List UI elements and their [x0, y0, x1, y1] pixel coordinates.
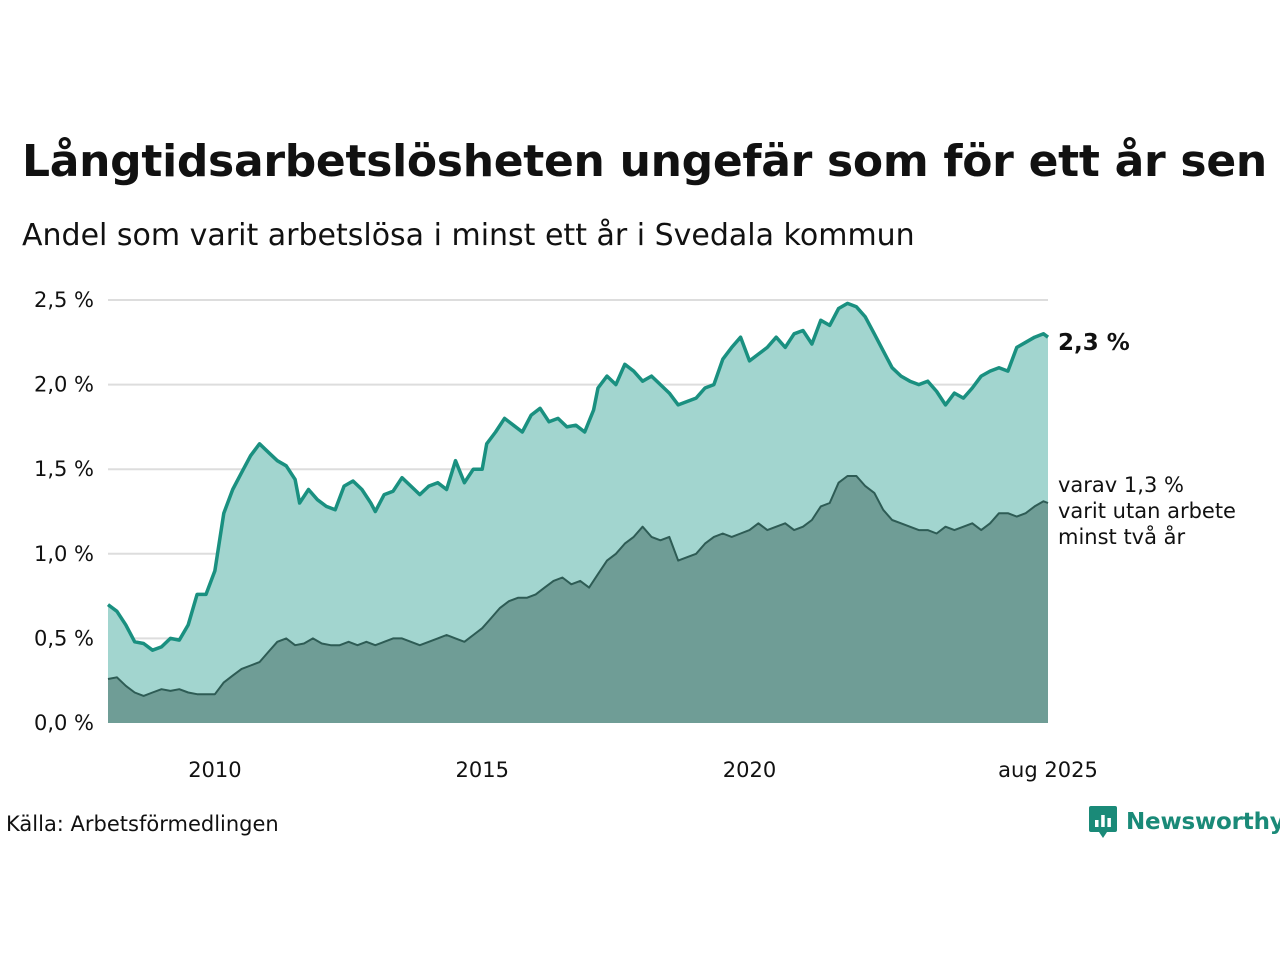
series-areas	[106, 301, 1050, 723]
end-label-bottom-line: varav 1,3 %	[1058, 473, 1184, 497]
x-tick-label: aug 2025	[998, 758, 1098, 782]
very-long-term-unemployed-line	[107, 475, 1049, 697]
y-tick-label: 1,0 %	[34, 542, 94, 566]
chart-title: Långtidsarbetslösheten ungefär som för e…	[22, 136, 1267, 187]
end-label-bottom-line: minst två år	[1058, 524, 1186, 549]
y-axis: 0,0 % 0,5 % 1,0 % 1,5 % 2,0 % 2,5 %	[34, 288, 94, 735]
very-long-term-unemployed-area	[108, 476, 1048, 723]
long-term-unemployed-line	[106, 301, 1050, 652]
y-tick-label: 0,5 %	[34, 626, 94, 650]
newsworthy-logo-icon	[1089, 806, 1117, 838]
chart-subtitle: Andel som varit arbetslösa i minst ett å…	[22, 218, 915, 253]
x-axis: 2010 2015 2020 aug 2025	[188, 758, 1098, 782]
y-tick-label: 2,5 %	[34, 288, 94, 312]
y-tick-label: 2,0 %	[34, 373, 94, 397]
x-tick-label: 2020	[723, 758, 776, 782]
x-tick-label: 2015	[455, 758, 508, 782]
end-label-bottom-line: varit utan arbete	[1058, 499, 1236, 523]
brand-name: Newsworthy	[1126, 809, 1280, 835]
source-note: Källa: Arbetsförmedlingen	[6, 812, 279, 836]
y-tick-label: 0,0 %	[34, 711, 94, 735]
x-tick-label: 2010	[188, 758, 241, 782]
end-label-top: 2,3 %	[1058, 330, 1130, 356]
brand-logo: Newsworthy	[1088, 804, 1280, 840]
y-tick-label: 1,5 %	[34, 457, 94, 481]
